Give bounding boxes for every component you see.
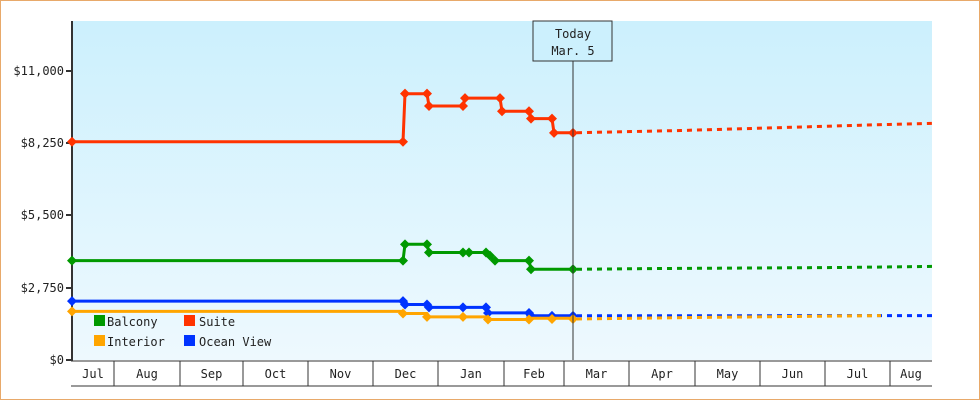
x-month-label: Nov [330,367,352,381]
legend-label-interior: Interior [107,335,165,349]
x-month-label: Feb [523,367,545,381]
x-month-label: Jun [782,367,804,381]
x-month-label: Jan [460,367,482,381]
legend-label-suite: Suite [199,315,235,329]
plot-area [72,21,932,360]
legend-label-ocean-view: Ocean View [199,335,272,349]
y-tick-label: $5,500 [21,208,64,222]
today-label-line2: Mar. 5 [551,44,594,58]
x-month-label: Sep [201,367,223,381]
today-label-line1: Today [555,27,591,41]
legend-swatch-suite [184,315,195,326]
x-month-label: Aug [900,367,922,381]
legend-label-balcony: Balcony [107,315,158,329]
y-tick-label: $2,750 [21,281,64,295]
x-month-label: Mar [586,367,608,381]
x-month-label: Apr [651,367,673,381]
legend-swatch-ocean-view [184,335,195,346]
legend-swatch-balcony [94,315,105,326]
x-month-label: Jul [847,367,869,381]
x-month-label: May [717,367,739,381]
y-tick-label: $0 [50,353,64,367]
x-month-label: Oct [265,367,287,381]
legend-swatch-interior [94,335,105,346]
y-tick-label: $11,000 [13,64,64,78]
x-month-label: Dec [395,367,417,381]
x-month-label: Jul [82,367,104,381]
y-tick-label: $8,250 [21,136,64,150]
x-month-label: Aug [136,367,158,381]
